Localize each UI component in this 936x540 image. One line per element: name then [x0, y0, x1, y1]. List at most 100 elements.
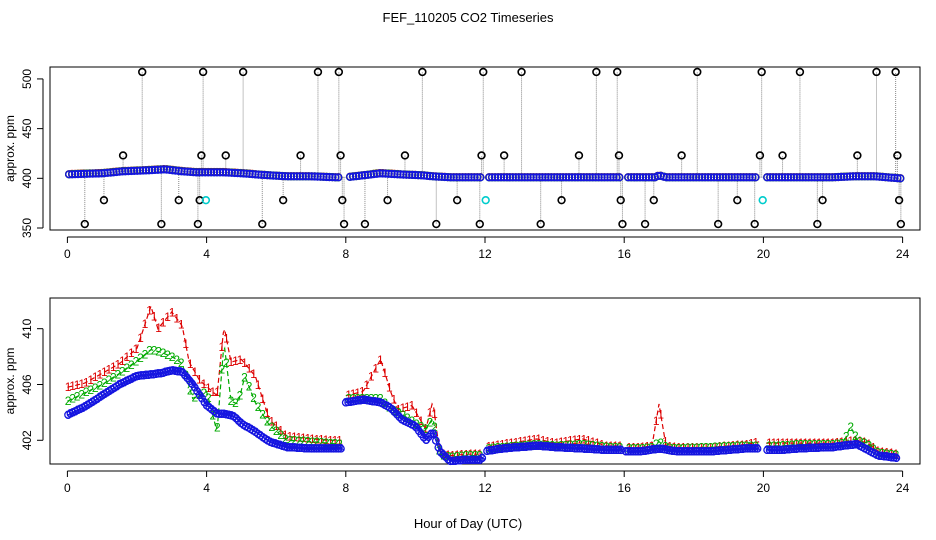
- series-marker-label: 1: [467, 447, 474, 461]
- series-marker-label: 3: [338, 442, 345, 456]
- data-point: [736, 173, 745, 182]
- series-marker-label: 3: [189, 377, 196, 391]
- series-marker-label: 2: [191, 390, 198, 404]
- series-marker-label: 1: [775, 436, 782, 450]
- data-point: [162, 165, 171, 174]
- series-marker-label: 3: [169, 364, 176, 378]
- series-marker-label: 3: [817, 441, 824, 455]
- series-marker-label: 1: [133, 342, 140, 356]
- series-marker-label: 2: [558, 439, 565, 453]
- data-point: [748, 173, 757, 182]
- series-marker-label: 3: [627, 444, 634, 458]
- x-tick-label: 0: [64, 247, 71, 261]
- series-marker-label: 1: [553, 436, 560, 450]
- series-marker-label: 3: [123, 374, 130, 388]
- series-marker-label: 2: [78, 387, 85, 401]
- series-point: [763, 446, 772, 455]
- series-marker-label: 1: [504, 437, 511, 451]
- series-marker-label: 3: [201, 395, 208, 409]
- outlier-point: [649, 195, 658, 205]
- series-marker-label: 1: [567, 434, 574, 448]
- data-point: [502, 173, 512, 182]
- data-point: [136, 166, 145, 175]
- data-point: [470, 173, 479, 182]
- series-marker-label: 3: [218, 407, 225, 421]
- flagged-point: [758, 195, 767, 205]
- series-marker-label: 3: [135, 369, 142, 383]
- data-point: [127, 166, 136, 176]
- series-marker-label: 2: [250, 391, 257, 405]
- series-marker-label: 3: [462, 453, 469, 467]
- plot-frame: [49, 66, 921, 231]
- series-marker-label: 3: [632, 444, 639, 458]
- series-marker-label: 1: [363, 378, 370, 392]
- data-point: [804, 173, 813, 182]
- series-marker-label: 3: [708, 444, 715, 458]
- series-marker-label: 2: [128, 358, 135, 372]
- outlier-point: [258, 219, 267, 229]
- series-marker-label: 3: [455, 454, 462, 468]
- series-point: [468, 455, 477, 464]
- series-marker-label: 1: [255, 378, 262, 392]
- series-point: [816, 443, 825, 452]
- series-marker-label: 1: [92, 370, 99, 384]
- series-marker-label: 1: [409, 398, 416, 412]
- series-marker-label: 2: [449, 450, 456, 464]
- data-point: [79, 169, 89, 179]
- series-marker-label: 3: [511, 441, 518, 455]
- outlier-point: [778, 151, 787, 160]
- series-marker-label: 1: [282, 428, 289, 442]
- data-point: [742, 173, 751, 182]
- series-marker-label: 3: [520, 440, 527, 454]
- series-marker-label: 1: [427, 405, 434, 419]
- series-marker-label: 1: [336, 433, 343, 447]
- series-marker-label: 3: [557, 441, 564, 455]
- outlier-point: [338, 195, 347, 205]
- data-point: [139, 166, 148, 175]
- series-marker-label: 3: [705, 444, 712, 458]
- series-marker-label: 3: [593, 443, 600, 457]
- series-point: [892, 454, 901, 462]
- series-marker-label: 3: [837, 439, 844, 453]
- series-marker-label: 3: [367, 394, 374, 408]
- series-point: [690, 447, 699, 456]
- data-point: [331, 173, 340, 182]
- outlier-point: [197, 151, 206, 160]
- series-marker-label: 3: [267, 435, 274, 449]
- data-point: [698, 173, 707, 182]
- raw-timeseries-panel: 0 4 8 12 16 20 24 350 400 450 500 approx. ppm: [3, 66, 921, 261]
- data-point: [227, 168, 236, 177]
- series-marker-label: 3: [698, 444, 705, 458]
- series-marker-label: 3: [401, 414, 408, 428]
- series-marker-label: 1: [78, 377, 85, 391]
- series-marker-label: 1: [137, 331, 144, 345]
- series-marker-label: 3: [822, 441, 829, 455]
- series-point: [675, 447, 684, 456]
- series-marker-label: 3: [783, 443, 790, 457]
- series-point: [592, 445, 601, 454]
- data-point: [792, 173, 801, 182]
- series-marker-label: 3: [311, 442, 318, 456]
- x-tick-label: 8: [342, 481, 349, 495]
- series-marker-label: 3: [603, 443, 610, 457]
- series-marker-label: 1: [305, 432, 312, 446]
- series-marker-label: 3: [847, 438, 854, 452]
- series-marker-label: 3: [447, 454, 454, 468]
- series-marker-label: 2: [766, 439, 773, 453]
- series-marker-label: 2: [173, 353, 180, 367]
- x-tick-label: 8: [342, 247, 349, 261]
- series-marker-label: 3: [749, 442, 756, 456]
- series-marker-label: 2: [69, 392, 76, 406]
- series-marker-label: 1: [83, 375, 90, 389]
- data-point: [893, 174, 902, 183]
- data-point: [82, 169, 92, 178]
- series-marker-label: 1: [223, 332, 230, 346]
- series-marker-label: 1: [273, 419, 280, 433]
- series-marker-label: 3: [435, 441, 442, 455]
- data-point: [192, 168, 201, 177]
- series-point: [210, 407, 219, 416]
- series-marker-label: 3: [813, 441, 820, 455]
- series-marker-label: 3: [735, 442, 742, 456]
- series-point: [327, 444, 336, 453]
- series-marker-label: 1: [219, 340, 226, 354]
